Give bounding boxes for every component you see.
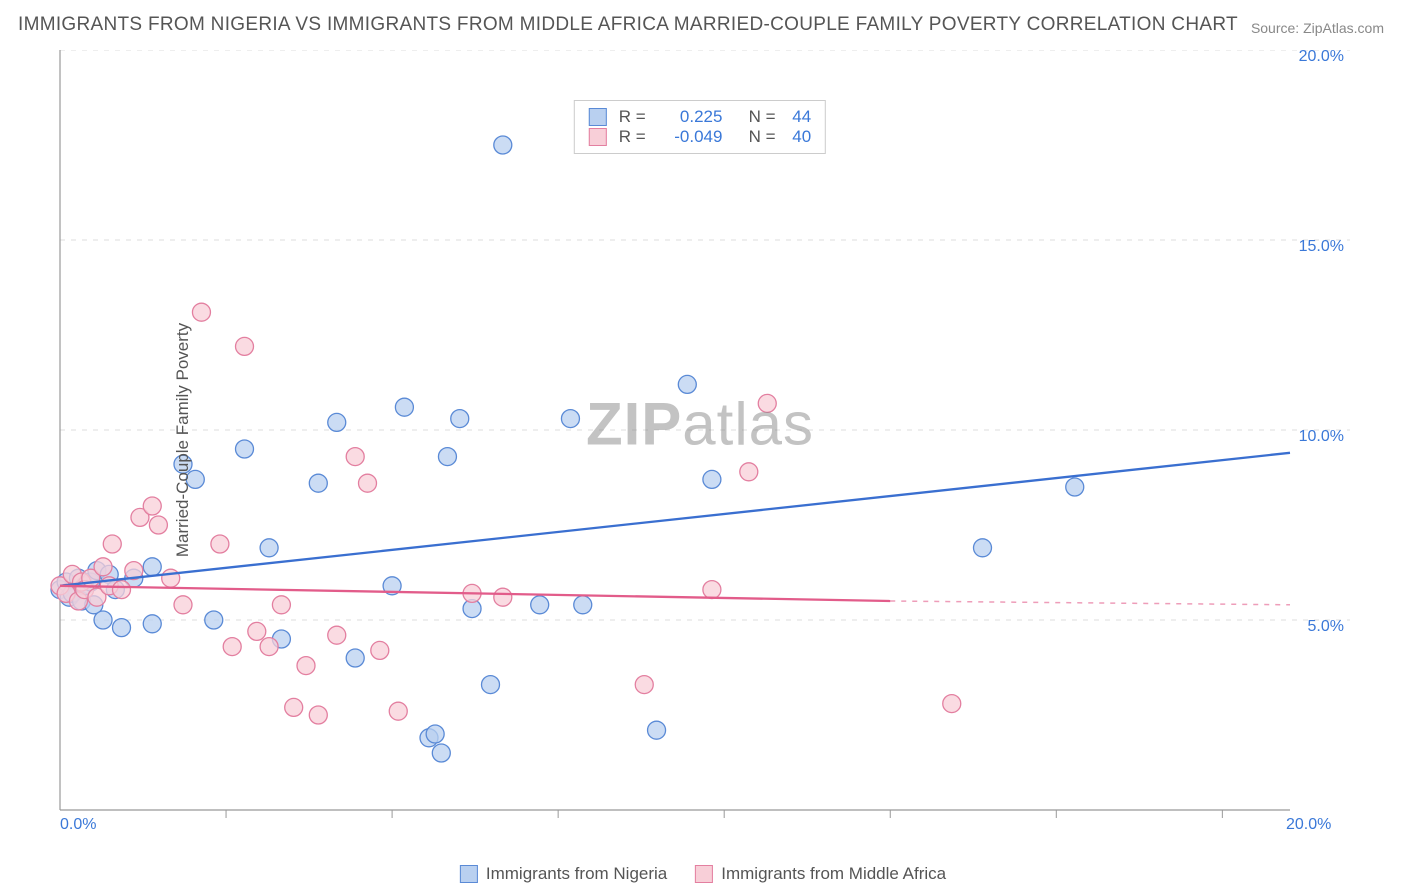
- r-value: -0.049: [662, 127, 722, 147]
- legend-item: Immigrants from Middle Africa: [695, 864, 946, 884]
- scatter-plot: [50, 50, 1350, 830]
- bottom-legend: Immigrants from Nigeria Immigrants from M…: [460, 864, 946, 884]
- legend-label: Immigrants from Nigeria: [486, 864, 667, 884]
- legend-swatch: [589, 108, 607, 126]
- legend-swatch: [589, 128, 607, 146]
- legend-swatch: [695, 865, 713, 883]
- r-label: R =: [619, 107, 651, 127]
- n-label: N =: [734, 107, 780, 127]
- y-tick-label: 5.0%: [1308, 618, 1344, 636]
- legend-label: Immigrants from Middle Africa: [721, 864, 946, 884]
- y-tick-label: 15.0%: [1299, 238, 1344, 256]
- r-value: 0.225: [662, 107, 722, 127]
- chart-title: IMMIGRANTS FROM NIGERIA VS IMMIGRANTS FR…: [18, 14, 1238, 36]
- correlation-legend: R = 0.225 N = 44R = -0.049 N = 40: [574, 100, 826, 154]
- n-label: N =: [734, 127, 780, 147]
- n-value: 44: [792, 107, 811, 127]
- chart-area: Married-Couple Family Poverty ZIPatlas R…: [50, 50, 1350, 830]
- y-axis-label: Married-Couple Family Poverty: [173, 323, 193, 557]
- correlation-row: R = -0.049 N = 40: [589, 127, 811, 147]
- correlation-row: R = 0.225 N = 44: [589, 107, 811, 127]
- r-label: R =: [619, 127, 651, 147]
- x-tick-label: 20.0%: [1286, 816, 1331, 834]
- x-tick-label: 0.0%: [60, 816, 96, 834]
- y-tick-label: 10.0%: [1299, 428, 1344, 446]
- n-value: 40: [792, 127, 811, 147]
- legend-item: Immigrants from Nigeria: [460, 864, 667, 884]
- legend-swatch: [460, 865, 478, 883]
- y-tick-label: 20.0%: [1299, 48, 1344, 66]
- source-label: Source: ZipAtlas.com: [1251, 20, 1384, 36]
